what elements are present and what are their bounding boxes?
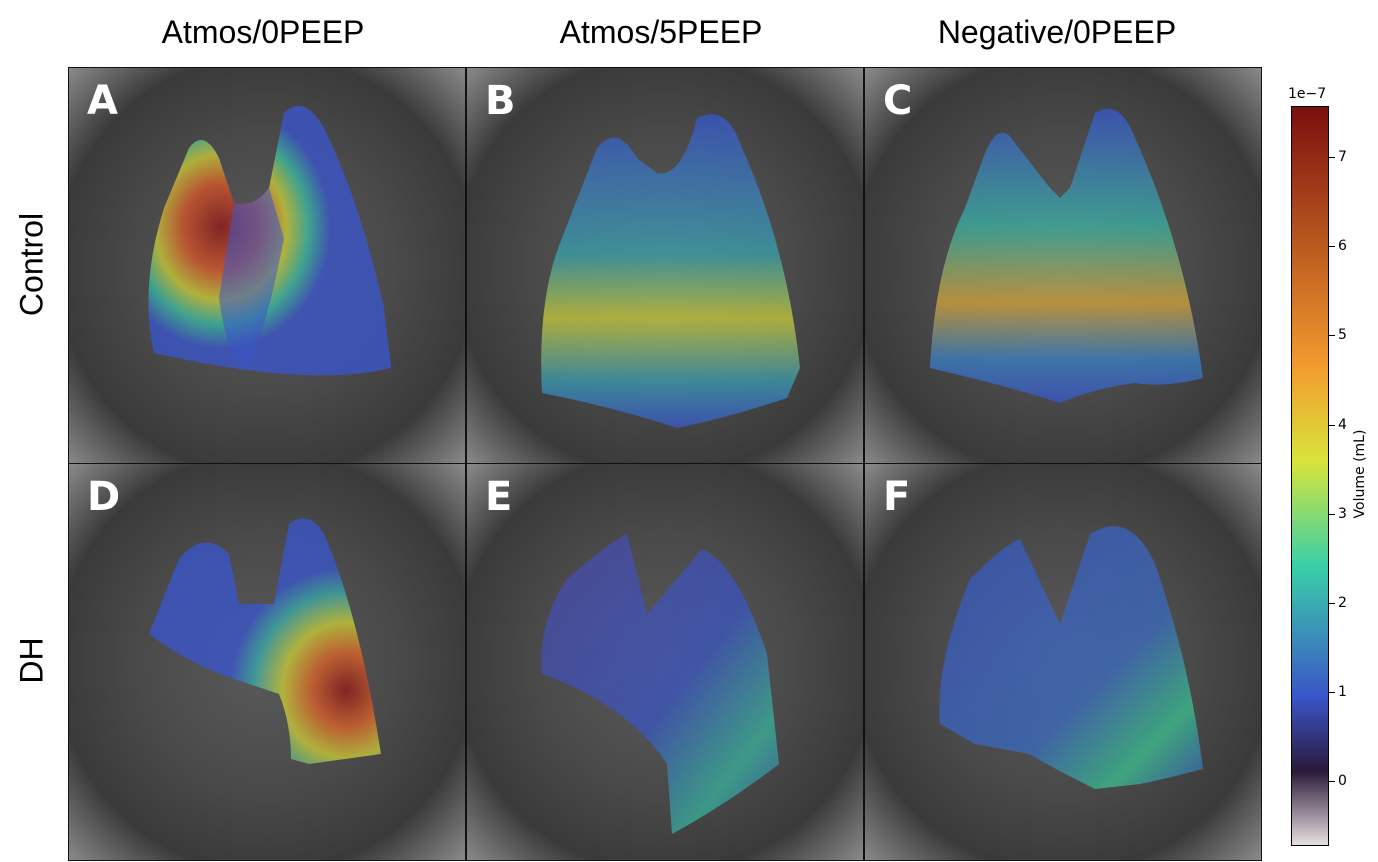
panel-f-image [939, 526, 1203, 789]
colorbar-tick [1329, 335, 1335, 337]
colorbar-label: Volume (mL) [1352, 429, 1368, 519]
colorbar-tick [1329, 603, 1335, 604]
panel-a: A [68, 67, 466, 465]
panel-letter: C [883, 78, 913, 124]
colorbar-tick-label: 0 [1338, 773, 1347, 790]
colorbar-tick-label: 5 [1338, 327, 1347, 344]
colorbar [1291, 106, 1329, 846]
column-title-3: Negative/0PEEP [937, 14, 1177, 50]
colorbar-tick-label: 6 [1338, 238, 1347, 255]
panel-letter: D [87, 474, 121, 520]
panel-letter: E [485, 474, 513, 520]
colorbar-tick [1329, 781, 1335, 783]
colorbar-tick-label: 1 [1338, 684, 1347, 701]
panel-letter: A [87, 78, 118, 124]
panel-b-image [541, 114, 800, 428]
colorbar-tick [1329, 157, 1335, 158]
row-title-control: Control [13, 212, 50, 317]
colorbar-tick [1329, 246, 1335, 248]
panel-c-image [930, 108, 1203, 403]
panel-f: F [864, 463, 1262, 861]
panel-b: B [466, 67, 864, 465]
panel-a-image [148, 105, 391, 376]
panel-e-image [541, 534, 779, 834]
panel-d-image [149, 518, 381, 764]
panel-d: D [68, 463, 466, 861]
colorbar-tick-label: 7 [1338, 149, 1347, 165]
colorbar-tick-label: 2 [1338, 595, 1347, 611]
column-title-1: Atmos/0PEEP [161, 14, 365, 50]
panel-letter: B [485, 78, 516, 124]
panel-letter: F [883, 474, 911, 520]
colorbar-tick-label: 4 [1338, 416, 1347, 433]
colorbar-tick-label: 3 [1338, 505, 1347, 522]
colorbar-tick [1329, 692, 1335, 694]
column-title-2: Atmos/5PEEP [559, 14, 763, 50]
row-title-dh: DH [13, 637, 50, 684]
colorbar-tick [1329, 513, 1335, 515]
colorbar-tick [1329, 424, 1335, 426]
panel-c: C [864, 67, 1262, 465]
panel-e: E [466, 463, 864, 861]
colorbar-exponent: 1e−7 [1288, 86, 1327, 102]
